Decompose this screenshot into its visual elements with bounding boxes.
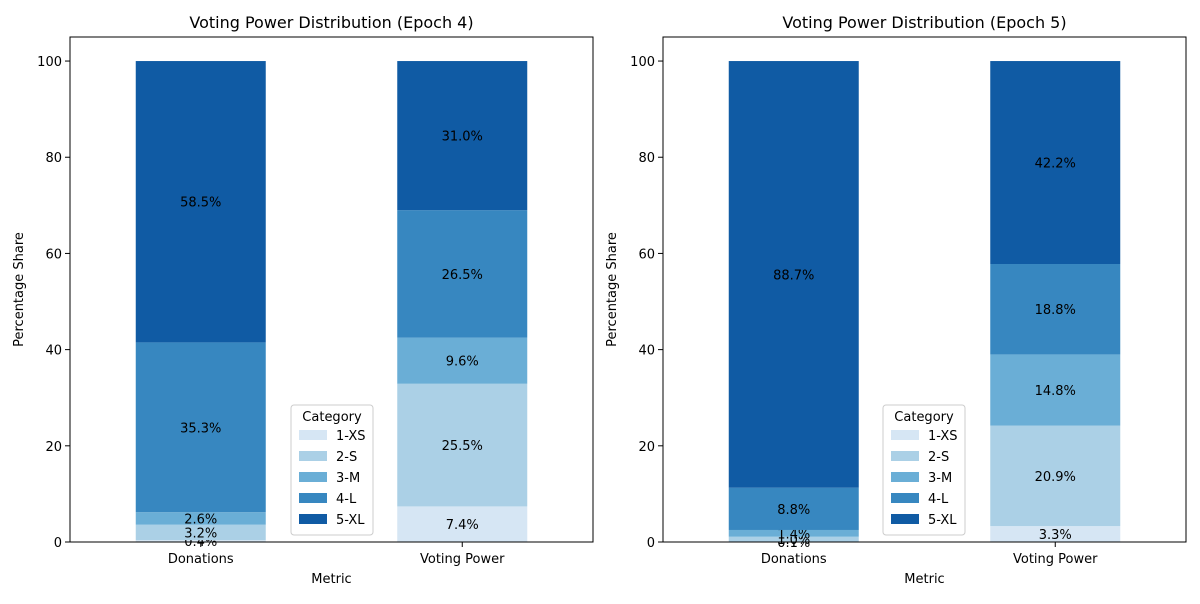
x-tick-label: Donations <box>168 552 234 567</box>
y-tick-label: 80 <box>638 151 655 166</box>
bar-data-label: 42.2% <box>1035 157 1076 172</box>
legend-swatch <box>299 472 327 482</box>
bar-data-label: 8.8% <box>777 503 810 518</box>
y-tick-label: 0 <box>647 536 655 551</box>
legend-label: 4-L <box>336 492 357 507</box>
bar-data-label: 7.4% <box>446 518 479 533</box>
legend-swatch <box>891 451 919 461</box>
legend-label: 3-M <box>928 471 952 486</box>
bar-data-label: 20.9% <box>1035 470 1076 485</box>
x-tick-label: Voting Power <box>420 552 505 567</box>
chart-title: Voting Power Distribution (Epoch 5) <box>782 13 1066 32</box>
legend-swatch <box>299 493 327 503</box>
chart-title: Voting Power Distribution (Epoch 4) <box>189 13 473 32</box>
legend-swatch <box>891 430 919 440</box>
legend-title: Category <box>894 410 954 425</box>
y-tick-label: 100 <box>630 55 655 70</box>
y-tick-label: 100 <box>37 55 62 70</box>
legend-swatch <box>299 430 327 440</box>
chart-panel-1: Voting Power Distribution (Epoch 4)0.4%3… <box>12 13 593 587</box>
bar-data-label: 2.6% <box>184 512 217 527</box>
y-axis-label: Percentage Share <box>12 232 27 347</box>
bar-data-label: 25.5% <box>442 439 483 454</box>
legend-swatch <box>891 472 919 482</box>
y-tick-label: 40 <box>638 344 655 359</box>
bar-data-label: 31.0% <box>442 130 483 145</box>
x-tick-label: Donations <box>761 552 827 567</box>
bar-data-label: 3.2% <box>184 526 217 541</box>
bar-data-label: 3.3% <box>1039 528 1072 543</box>
legend-swatch <box>299 514 327 524</box>
legend-label: 5-XL <box>928 513 957 528</box>
legend-label: 1-XS <box>928 429 957 444</box>
legend: Category 1-XS 2-S 3-M 4-L 5-XL <box>291 405 373 535</box>
y-tick-label: 20 <box>45 440 62 455</box>
bar-data-label: 58.5% <box>180 196 221 211</box>
y-tick-label: 60 <box>45 247 62 262</box>
legend-label: 2-S <box>336 450 357 465</box>
x-axis-label: Metric <box>311 572 351 587</box>
bar-data-label: 18.8% <box>1035 303 1076 318</box>
legend-swatch <box>891 493 919 503</box>
chart-panel-2: Voting Power Distribution (Epoch 5)0.1%1… <box>605 13 1186 587</box>
y-axis-label: Percentage Share <box>605 232 620 347</box>
legend-label: 5-XL <box>336 513 365 528</box>
bar-data-label: 88.7% <box>773 268 814 283</box>
y-tick-label: 80 <box>45 151 62 166</box>
bar-data-label: 14.8% <box>1035 384 1076 399</box>
legend-swatch <box>891 514 919 524</box>
bar-data-label: 35.3% <box>180 421 221 436</box>
bar-data-label: 9.6% <box>446 355 479 370</box>
legend-label: 3-M <box>336 471 360 486</box>
y-tick-label: 40 <box>45 344 62 359</box>
legend-label: 4-L <box>928 492 949 507</box>
legend-swatch <box>299 451 327 461</box>
x-tick-label: Voting Power <box>1013 552 1098 567</box>
y-tick-label: 60 <box>638 247 655 262</box>
y-tick-label: 20 <box>638 440 655 455</box>
legend-label: 2-S <box>928 450 949 465</box>
legend-title: Category <box>302 410 362 425</box>
legend: Category 1-XS 2-S 3-M 4-L 5-XL <box>883 405 965 535</box>
y-tick-label: 0 <box>54 536 62 551</box>
bar-data-label: 26.5% <box>442 268 483 283</box>
legend-label: 1-XS <box>336 429 365 444</box>
x-axis-label: Metric <box>904 572 944 587</box>
